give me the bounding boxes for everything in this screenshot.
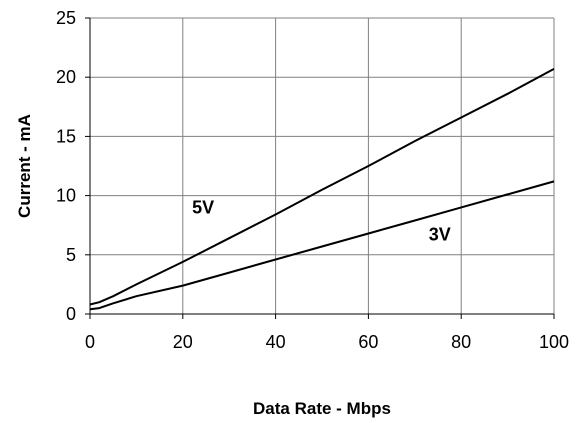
- y-tick-label: 20: [56, 67, 76, 87]
- x-tick-label: 0: [85, 332, 95, 352]
- series-group: [89, 68, 555, 311]
- series-label-5v: 5V: [192, 197, 214, 217]
- series-line-5v: [89, 68, 555, 306]
- x-tick-label: 40: [266, 332, 286, 352]
- y-tick-labels: 0 5 10 15 20 25: [56, 8, 76, 324]
- x-tick-label: 80: [451, 332, 471, 352]
- x-tick-label: 60: [358, 332, 378, 352]
- y-tick-label: 0: [66, 304, 76, 324]
- x-tick-labels: 0 20 40 60 80 100: [85, 332, 569, 352]
- series-annotations: 5V 3V: [192, 197, 451, 244]
- y-tick-label: 25: [56, 8, 76, 28]
- plot-area: [90, 18, 554, 314]
- series-line-3v: [89, 180, 555, 311]
- x-tick-label: 20: [173, 332, 193, 352]
- series-label-3v: 3V: [429, 225, 451, 245]
- gridlines: [90, 17, 555, 314]
- x-axis-title: Data Rate - Mbps: [253, 399, 391, 418]
- y-tick-label: 15: [56, 126, 76, 146]
- x-tick-label: 100: [539, 332, 569, 352]
- y-tick-label: 5: [66, 245, 76, 265]
- y-axis-title: Current - mA: [15, 114, 34, 218]
- plot-frame: [85, 17, 555, 319]
- y-tick-label: 10: [56, 186, 76, 206]
